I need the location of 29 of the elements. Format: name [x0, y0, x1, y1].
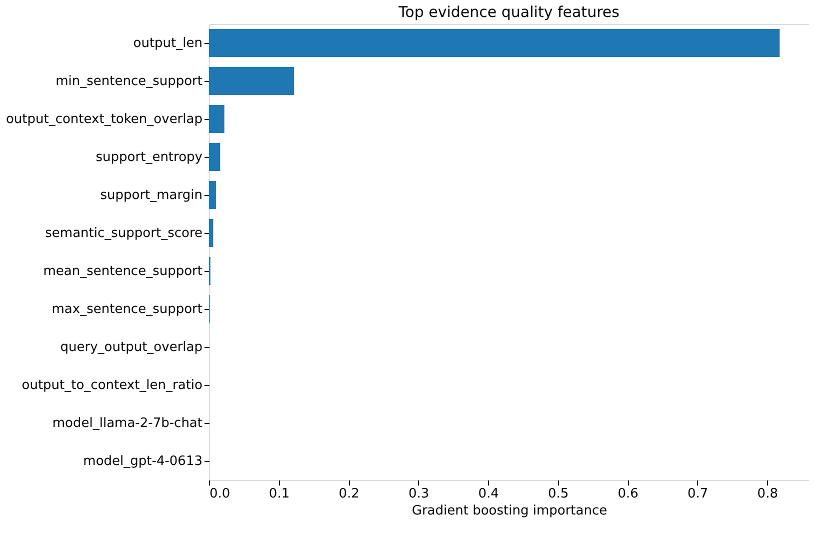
y-tick-label: query_output_overlap — [60, 340, 202, 355]
x-tick-label: 0.6 — [618, 486, 638, 502]
bar — [209, 181, 216, 209]
y-tick-label: semantic_support_score — [45, 226, 202, 241]
y-tick-label: model_llama-2-7b-chat — [52, 416, 202, 431]
x-tick-label: 0.7 — [688, 486, 708, 502]
x-axis-title: Gradient boosting importance — [412, 504, 608, 518]
bar — [209, 67, 294, 95]
bar — [209, 219, 214, 247]
x-tick-label: 0.4 — [478, 486, 499, 502]
bar — [209, 105, 224, 133]
y-tick-label: mean_sentence_support — [43, 264, 202, 279]
y-tick-label: support_margin — [100, 188, 202, 203]
y-tick-label: output_context_token_overlap — [6, 112, 202, 127]
y-tick-label: output_to_context_len_ratio — [22, 378, 203, 393]
y-tick-label: model_gpt-4-0613 — [83, 454, 202, 469]
x-tick-label: 0.0 — [210, 486, 230, 502]
y-tick-label: output_len — [133, 36, 202, 51]
y-tick-label: max_sentence_support — [52, 302, 202, 317]
x-tick-label: 0.1 — [268, 486, 290, 502]
y-tick-label: support_entropy — [96, 150, 203, 165]
chart-title: Top evidence quality features — [398, 3, 620, 21]
x-tick-label: 0.8 — [757, 486, 778, 502]
bar — [209, 143, 220, 171]
x-tick-label: 0.3 — [408, 486, 430, 502]
x-tick-label: 0.5 — [548, 486, 569, 502]
bar — [209, 29, 780, 57]
y-tick-label: min_sentence_support — [56, 74, 202, 89]
x-tick-label: 0.2 — [338, 486, 360, 502]
